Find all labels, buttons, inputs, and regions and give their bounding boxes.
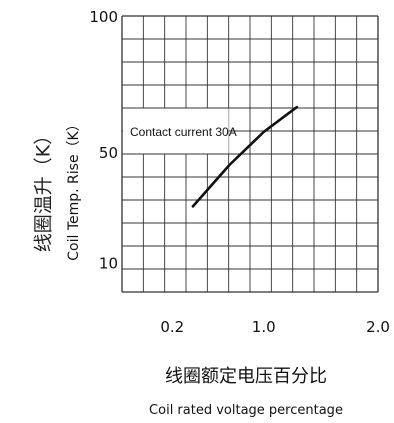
y-tick-label: 100 (89, 8, 118, 26)
y-axis-label-en: Coil Temp. Rise（K） (66, 117, 82, 261)
annotation-box (123, 108, 229, 154)
x-tick-label: 0.2 (160, 318, 184, 336)
x-tick-label: 1.0 (252, 318, 276, 336)
series-lines (191, 105, 299, 208)
y-tick-label: 50 (99, 144, 118, 162)
series-line (191, 105, 299, 208)
x-axis-label-cn: 线圈额定电压百分比 (165, 366, 327, 387)
x-tick-label: 2.0 (366, 318, 390, 336)
x-axis-label-en: Coil rated voltage percentage (149, 403, 343, 418)
grid-lines (121, 15, 379, 293)
y-axis-label-cn: 线圈温升（K） (33, 126, 55, 252)
annotation-label: Contact current 30A (130, 125, 237, 139)
tick-labels: 100 50 10 0.2 1.0 2.0 (89, 8, 390, 336)
y-tick-label: 10 (99, 254, 118, 272)
